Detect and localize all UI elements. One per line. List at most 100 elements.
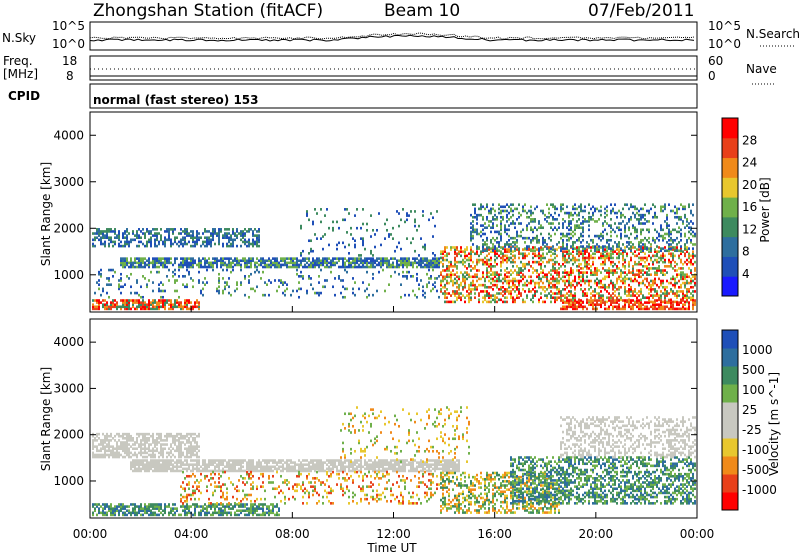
power-cell [666,224,668,227]
power-cell [314,233,316,236]
power-cell [524,209,526,213]
velocity-cell [140,441,142,444]
power-cell [332,226,334,230]
velocity-cell [186,432,188,436]
power-cell [486,205,488,209]
power-cell [248,261,250,265]
power-cell [308,265,310,269]
power-cell [128,265,130,269]
power-cell [186,228,188,231]
power-cell [104,240,106,244]
power-cell [504,273,506,276]
velocity-cell [178,437,180,440]
power-cell [164,265,166,269]
power-cell [492,283,494,287]
power-cell [488,220,490,223]
power-cell [492,298,494,302]
power-cell [506,279,508,283]
power-cell [562,279,564,283]
power-cell [180,307,182,311]
power-cell [256,261,258,265]
power-cell [654,254,656,258]
velocity-cell [144,434,146,438]
freq-unit: [MHz] [3,67,38,81]
power-cell [636,236,638,240]
power-cell [686,294,688,297]
power-cell [682,290,684,293]
power-cell [666,226,668,230]
power-cell [688,281,690,285]
velocity-cell [170,434,172,438]
power-cell [660,234,662,238]
power-cell [138,263,140,267]
velocity-cell [190,455,192,459]
velocity-cell [138,465,140,469]
power-colorbar-label: Power [dB] [758,177,772,242]
power-cell [578,246,580,249]
power-cell [574,301,576,304]
power-cell [456,265,458,268]
power-cell [160,261,162,265]
velocity-cell [186,459,188,462]
velocity-cell [112,447,114,451]
power-cell [262,270,264,274]
power-cell [562,250,564,253]
power-cell [472,203,474,206]
power-cell [582,254,584,258]
velocity-cell [156,465,158,469]
power-cell [292,259,294,263]
power-cell [670,232,672,236]
power-cell [520,234,522,238]
velocity-cell [162,453,164,457]
power-cell [632,246,634,249]
power-cell [182,283,184,286]
power-cell [586,256,588,260]
power-cell [628,283,630,287]
power-cell [666,285,668,289]
power-cell [506,267,508,270]
power-cell [500,205,502,209]
power-cell [622,265,624,268]
velocity-cell [168,453,170,457]
power-cell [642,281,644,285]
power-cell [98,299,100,302]
power-cell [518,273,520,276]
power-cell [290,261,292,265]
power-cell [570,220,572,223]
power-cell [378,261,380,265]
power-cell [352,291,354,295]
power-cell [578,236,580,240]
power-cell [536,290,538,293]
power-cell [154,257,156,260]
velocity-cell [114,453,116,457]
velocity-cell [168,459,170,462]
power-cell [542,275,544,279]
power-cell [562,243,564,246]
power-cell [642,246,644,249]
power-cell [182,305,184,309]
power-cell [432,283,434,286]
velocity-cell [148,437,150,440]
power-cell [512,236,514,240]
power-cell [590,269,592,272]
power-cell [370,261,372,265]
power-cell [128,261,130,265]
power-cell [578,254,580,258]
power-cell [164,259,166,263]
power-cell [610,262,612,266]
power-cell [400,295,402,299]
power-colorbar-swatch [722,118,738,139]
power-cell [474,288,476,291]
velocity-cell [232,459,234,462]
power-cell [510,260,512,264]
velocity-cell [118,434,120,438]
power-cell [662,209,664,213]
power-cell [526,224,528,227]
power-cell [662,234,664,238]
power-cell [426,261,428,265]
velocity-cell [218,459,220,462]
power-cell [98,270,100,274]
power-cell [94,299,96,302]
power-cell [96,305,98,309]
power-cell [160,236,162,240]
